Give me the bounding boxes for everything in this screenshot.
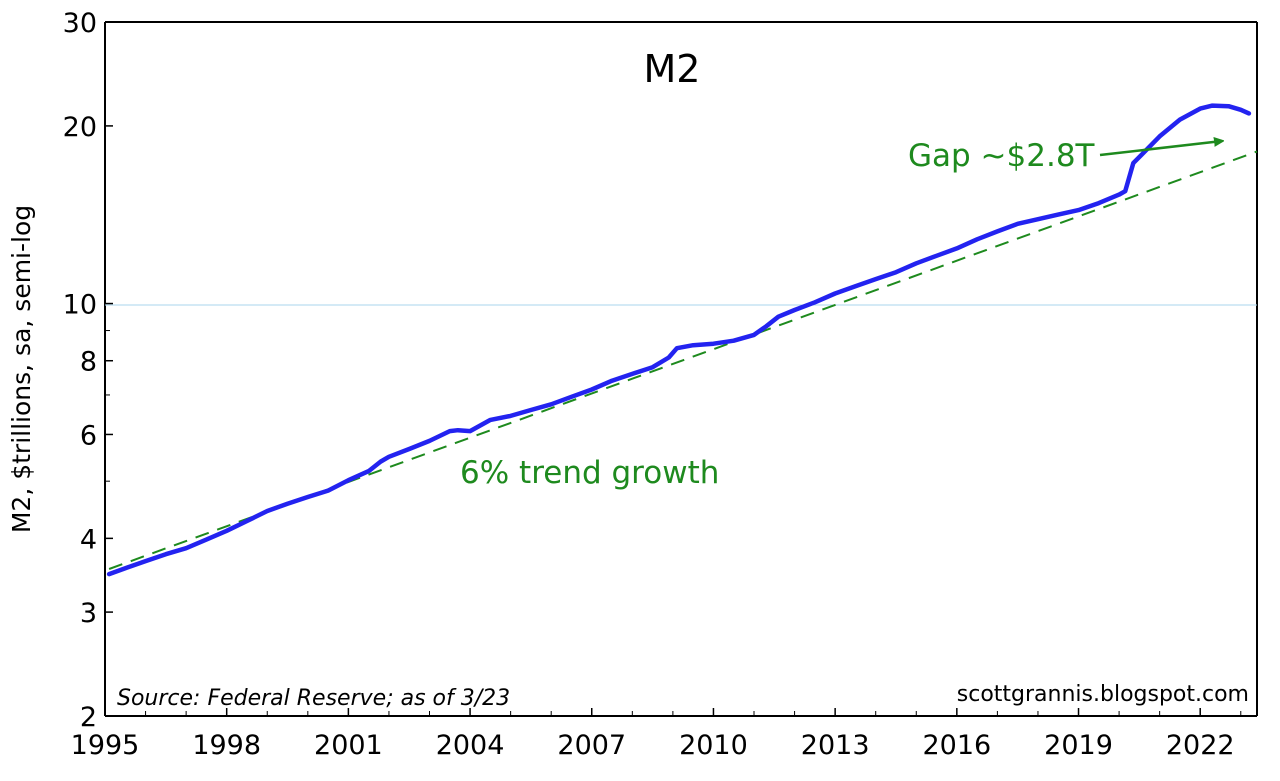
- y-axis: 2 3 4 6 8 10 20 30: [63, 8, 113, 733]
- x-tick-label: 2004: [436, 730, 505, 761]
- plot-area: [104, 21, 1258, 717]
- trend-annotation: 6% trend growth: [460, 455, 719, 491]
- credit-note: scottgrannis.blogspot.com: [957, 682, 1249, 707]
- x-tick-label: 2019: [1044, 730, 1113, 761]
- x-tick-label: 2013: [801, 730, 870, 761]
- y-tick-label: 4: [80, 524, 97, 555]
- chart-title: M2: [644, 47, 701, 91]
- y-axis-label: M2, $trillions, sa, semi-log: [7, 205, 36, 533]
- y-tick-label: 2: [80, 702, 97, 733]
- series-layer: [106, 103, 1258, 577]
- y-tick-label: 6: [80, 420, 97, 451]
- x-tick-label: 2022: [1166, 730, 1235, 761]
- trend-line: [108, 150, 1258, 570]
- x-tick-label: 2016: [922, 730, 991, 761]
- y-tick-label: 30: [63, 8, 97, 39]
- m2-line: [106, 103, 1252, 577]
- gap-arrow: [1099, 141, 1222, 157]
- source-note: Source: Federal Reserve; as of 3/23: [117, 686, 510, 711]
- y-tick-label: 10: [63, 290, 97, 321]
- x-tick-label: 1995: [71, 730, 140, 761]
- x-tick-label: 2010: [679, 730, 748, 761]
- x-tick-label: 2001: [314, 730, 383, 761]
- y-tick-label: 8: [80, 347, 97, 378]
- x-tick-label: 1998: [192, 730, 261, 761]
- y-tick-label: 3: [80, 598, 97, 629]
- gap-annotation: Gap ~$2.8T: [908, 138, 1096, 174]
- y-tick-label: 20: [63, 112, 97, 143]
- x-tick-label: 2007: [557, 730, 626, 761]
- x-axis: 1995 1998 2001 2004 2007 2010 2013 2016 2019 2022: [71, 708, 1242, 761]
